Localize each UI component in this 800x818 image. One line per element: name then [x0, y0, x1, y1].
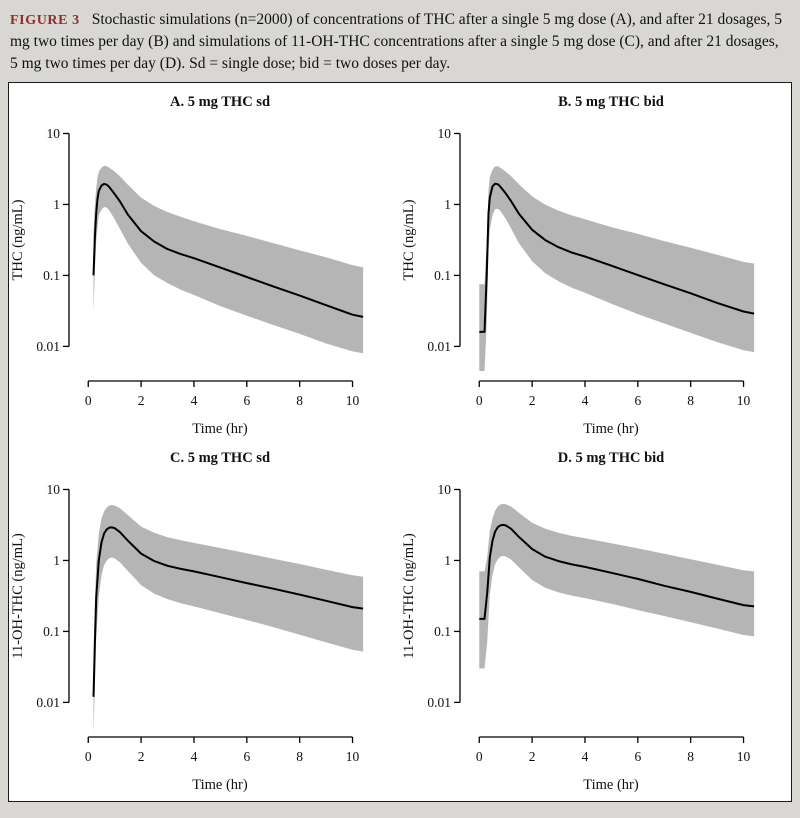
chart-a: A. 5 mg THC sd Time (hr) THC (ng/mL) 0 2 4…: [10, 94, 364, 437]
panel-c-title: C. 5 mg THC sd: [170, 450, 270, 466]
x-tick-label: 8: [687, 749, 694, 764]
panel-d: D. 5 mg THC bid Time (hr) 11-OH-THC (ng/…: [400, 443, 788, 799]
panel-c: C. 5 mg THC sd Time (hr) 11-OH-THC (ng/m…: [9, 443, 397, 799]
x-tick-label: 6: [243, 393, 250, 408]
panel-a-title: A. 5 mg THC sd: [170, 94, 270, 110]
panel-d-xlabel: Time (hr): [583, 777, 639, 793]
y-tick-label: 10: [47, 126, 61, 141]
panel-d-ylabel: 11-OH-THC (ng/mL): [401, 533, 417, 659]
x-tick-label: 4: [582, 393, 589, 408]
x-tick-label: 0: [85, 749, 92, 764]
panel-b: B. 5 mg THC bid Time (hr) THC (ng/mL) 0 2…: [400, 87, 788, 443]
chart-b: B. 5 mg THC bid Time (hr) THC (ng/mL) 0 2…: [401, 94, 755, 437]
x-tick-label: 8: [296, 749, 303, 764]
panel-c-xlabel: Time (hr): [192, 777, 248, 793]
confidence-band: [93, 505, 364, 735]
x-tick-label: 6: [634, 393, 641, 408]
figure-caption-label: FIGURE 3: [10, 13, 80, 28]
confidence-band: [479, 503, 755, 669]
y-tick-label: 0.01: [36, 695, 60, 710]
x-tick-label: 10: [737, 749, 751, 764]
panel-d-title: D. 5 mg THC bid: [558, 450, 665, 466]
panel-c-ylabel: 11-OH-THC (ng/mL): [10, 533, 26, 659]
figure-box: A. 5 mg THC sd Time (hr) THC (ng/mL) 0 2 4…: [8, 82, 792, 802]
x-tick-label: 0: [476, 749, 483, 764]
panel-a-xlabel: Time (hr): [192, 421, 248, 437]
x-tick-label: 6: [243, 749, 250, 764]
y-tick-label: 10: [47, 482, 61, 497]
y-tick-label: 1: [53, 553, 60, 568]
x-tick-label: 6: [634, 749, 641, 764]
panel-b-title: B. 5 mg THC bid: [558, 94, 664, 110]
panel-a-ylabel: THC (ng/mL): [10, 199, 26, 280]
chart-d: D. 5 mg THC bid Time (hr) 11-OH-THC (ng/…: [401, 450, 755, 793]
y-tick-label: 1: [53, 197, 60, 212]
y-tick-label: 1: [444, 553, 451, 568]
x-tick-label: 8: [687, 393, 694, 408]
chart-c: C. 5 mg THC sd Time (hr) 11-OH-THC (ng/m…: [10, 450, 364, 793]
y-tick-label: 0.01: [427, 339, 451, 354]
x-tick-label: 10: [346, 393, 360, 408]
x-tick-label: 4: [582, 749, 589, 764]
median-line: [479, 523, 755, 620]
median-line: [92, 182, 364, 318]
x-tick-label: 4: [191, 749, 198, 764]
y-tick-label: 10: [438, 482, 452, 497]
x-tick-label: 0: [85, 393, 92, 408]
median-line: [92, 526, 364, 697]
panel-b-xlabel: Time (hr): [583, 421, 639, 437]
x-tick-label: 2: [529, 749, 536, 764]
y-tick-label: 0.1: [434, 624, 451, 639]
figure-caption: FIGURE 3 Stochastic simulations (n=2000) …: [0, 0, 800, 82]
confidence-band: [479, 166, 755, 371]
x-tick-label: 2: [138, 393, 145, 408]
median-line: [479, 182, 755, 333]
figure-caption-text: Stochastic simulations (n=2000) of conce…: [10, 11, 783, 72]
y-tick-label: 0.1: [43, 268, 60, 283]
x-tick-label: 2: [529, 393, 536, 408]
panel-b-ylabel: THC (ng/mL): [401, 199, 417, 280]
panel-a: A. 5 mg THC sd Time (hr) THC (ng/mL) 0 2 4…: [9, 87, 397, 443]
x-tick-label: 0: [476, 393, 483, 408]
y-tick-label: 0.01: [427, 695, 451, 710]
confidence-band: [93, 165, 364, 354]
x-tick-label: 10: [737, 393, 751, 408]
x-tick-label: 4: [191, 393, 198, 408]
x-tick-label: 10: [346, 749, 360, 764]
y-tick-label: 10: [438, 126, 452, 141]
y-tick-label: 0.1: [43, 624, 60, 639]
y-tick-label: 0.01: [36, 339, 60, 354]
y-tick-label: 1: [444, 197, 451, 212]
y-tick-label: 0.1: [434, 268, 451, 283]
x-tick-label: 8: [296, 393, 303, 408]
panel-grid: A. 5 mg THC sd Time (hr) THC (ng/mL) 0 2 4…: [9, 87, 791, 799]
x-tick-label: 2: [138, 749, 145, 764]
